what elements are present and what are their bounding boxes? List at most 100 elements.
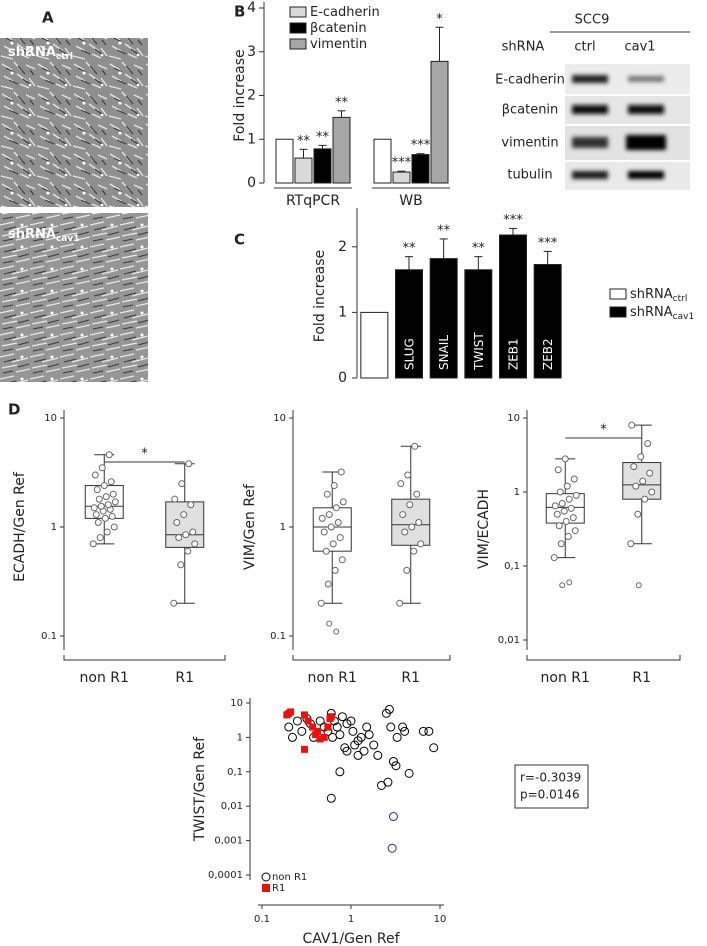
significance: * (436, 12, 443, 27)
y-tick-label: 10 (507, 413, 520, 424)
data-point (175, 534, 183, 542)
data-point (404, 768, 414, 778)
data-point (304, 717, 312, 725)
data-point (329, 540, 337, 548)
data-point (328, 732, 338, 742)
y-axis-label: ECADH/Gen Ref (12, 471, 28, 582)
data-point (107, 478, 115, 486)
category-label: ZEB1 (507, 338, 521, 370)
legend-swatch (289, 38, 307, 50)
data-point (334, 518, 342, 526)
data-point (558, 499, 566, 507)
data-point (89, 540, 97, 548)
data-point (386, 722, 396, 732)
data-point (287, 708, 295, 716)
data-point (95, 495, 103, 503)
image-label-sub: cav1 (56, 234, 80, 244)
band (572, 105, 608, 114)
x-axis (63, 655, 226, 661)
data-point (348, 726, 358, 736)
data-point (332, 504, 340, 512)
data-point (337, 468, 345, 476)
legend-swatch (609, 288, 627, 300)
data-point (570, 475, 578, 483)
blot-column: ctrl (574, 40, 595, 55)
data-point (562, 517, 570, 525)
data-point (569, 514, 577, 522)
x-axis (292, 655, 451, 661)
y-tick-label: 0 (338, 370, 347, 386)
data-point (91, 471, 99, 479)
data-point (571, 527, 579, 535)
data-point (177, 561, 185, 569)
data-point (418, 726, 428, 736)
box (165, 501, 205, 548)
panel-label: D (8, 401, 20, 419)
y-axis-label: TWIST/Gen Ref (192, 736, 208, 842)
data-point (187, 501, 195, 509)
category-label: SNAIL (437, 335, 451, 370)
y-tick-label: 1 (338, 304, 347, 320)
data-point (97, 502, 105, 510)
legend-label: non R1 (272, 872, 307, 883)
data-point (331, 566, 339, 574)
y-tick-label: 0,1 (227, 767, 243, 778)
data-point (560, 507, 568, 515)
x-tick-label: R1 (632, 670, 651, 686)
legend-text: non R1 (272, 872, 307, 883)
outlier (566, 579, 573, 586)
panel-label: B (234, 3, 245, 21)
data-point (384, 704, 394, 714)
y-tick-label: 1 (237, 732, 243, 743)
y-tick-label: 0.1 (270, 631, 286, 642)
data-point (550, 554, 558, 562)
legend-text: shRNA (630, 287, 673, 302)
significance: * (141, 447, 148, 462)
data-point (104, 501, 112, 509)
significance: ** (316, 130, 330, 145)
western-blot: SCC9 shRNA ctrl cav1 E-cadherin βcatenin… (495, 13, 690, 190)
legend-text: shRNA (630, 305, 673, 320)
outlier (635, 582, 642, 589)
panel-label: C (234, 231, 245, 249)
data-point (315, 716, 325, 726)
legend-text: vimentin (310, 37, 367, 52)
data-point (323, 490, 331, 498)
data-point (627, 540, 635, 548)
data-point (170, 599, 178, 607)
data-point (300, 711, 308, 719)
blot-column: cav1 (624, 40, 655, 55)
data-point (400, 726, 410, 736)
data-point (96, 534, 104, 542)
data-point (103, 528, 111, 536)
y-tick-label: 0,1 (504, 561, 520, 572)
data-point (312, 731, 320, 739)
bar (373, 138, 392, 184)
legend-sub: ctrl (673, 294, 688, 304)
data-point (325, 511, 333, 519)
data-point (337, 712, 347, 722)
data-point (397, 480, 405, 488)
blot-row: tubulin (507, 168, 552, 183)
y-axis-label: VIM/Gen Ref (242, 483, 258, 570)
y-tick-label: 3 (247, 44, 256, 60)
legend-text: βcatenin (310, 21, 367, 36)
data-point (339, 498, 347, 506)
data-point (324, 580, 332, 588)
data-point (342, 746, 352, 756)
data-point (353, 736, 363, 746)
data-point (557, 540, 565, 548)
y-tick-label: 1 (514, 487, 520, 498)
image-label: shRNAcav1 (8, 227, 80, 244)
outlier (333, 628, 340, 635)
blot-row: E-cadherin (495, 73, 565, 88)
data-point (283, 711, 291, 719)
data-point (567, 504, 575, 512)
y-tick-label: 0,001 (214, 836, 243, 847)
data-point (98, 464, 106, 472)
y-tick-label: 0 (247, 175, 256, 191)
y-tick-label: 1 (280, 522, 286, 533)
data-point (108, 512, 116, 520)
annotation: p=0.0146 (520, 788, 580, 802)
